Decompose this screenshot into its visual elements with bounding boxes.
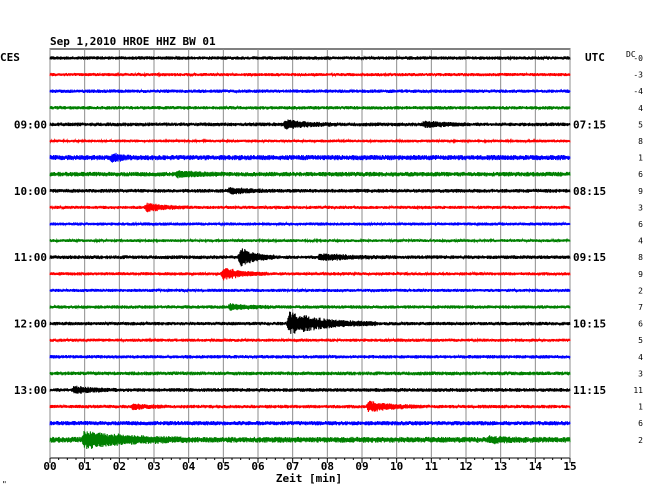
seismic-trace: [49, 237, 571, 244]
dc-offset-label: 5: [638, 120, 643, 129]
dc-offset-label: 5: [638, 336, 643, 345]
dc-offset-label: 8: [638, 253, 643, 262]
dc-offset-label: 9: [638, 187, 643, 196]
left-time-label: 09:00: [14, 118, 47, 131]
left-timezone-label: CES: [0, 51, 20, 64]
dc-offset-label: 6: [638, 170, 643, 179]
seismic-trace: [49, 248, 571, 267]
left-time-label: 12:00: [14, 318, 47, 331]
seismic-trace: [49, 353, 571, 360]
x-tick-label: 13: [494, 460, 507, 473]
right-timezone-label: UTC: [585, 51, 605, 64]
dc-offset-label: 6: [638, 320, 643, 329]
left-time-label: 10:00: [14, 185, 47, 198]
dc-offset-label: 1: [638, 403, 643, 412]
seismic-trace: [49, 119, 571, 130]
chart-title: Sep 1,2010 HROE HHZ BW 01: [50, 35, 216, 48]
x-tick-label: 15: [563, 460, 576, 473]
dc-offset-label: 4: [638, 237, 643, 246]
dc-offset-label: 3: [638, 369, 643, 378]
dc-offset-label: -0: [633, 54, 643, 63]
right-time-label: 10:15: [573, 318, 606, 331]
x-tick-label: 09: [355, 460, 368, 473]
x-tick-label: 10: [390, 460, 403, 473]
seismic-trace: [49, 104, 571, 111]
trace-group: [49, 55, 571, 450]
x-tick-label: 00: [43, 460, 56, 473]
seismic-trace: [49, 221, 571, 227]
dc-offset-label: 7: [638, 303, 643, 312]
seismic-trace: [49, 202, 571, 213]
dc-offset-label: -4: [633, 87, 643, 96]
dc-offset-label: -3: [633, 71, 643, 80]
dc-offset-label: 4: [638, 353, 643, 362]
seismic-trace: [49, 88, 571, 95]
x-tick-label: 04: [182, 460, 196, 473]
dc-offset-label: 4: [638, 104, 643, 113]
x-tick-label: 12: [459, 460, 472, 473]
dc-label: DC: [626, 50, 636, 59]
dc-offset-label: 3: [638, 203, 643, 212]
dc-offset-label: 9: [638, 270, 643, 279]
seismic-trace: [49, 400, 571, 413]
seismic-trace: [49, 71, 571, 78]
x-tick-label: 03: [147, 460, 160, 473]
seismic-trace: [49, 152, 571, 163]
x-tick-label: 05: [217, 460, 230, 473]
dc-offset-label: 1: [638, 154, 643, 163]
seismic-trace: [49, 385, 571, 394]
dc-offset-label: 6: [638, 220, 643, 229]
label-group: Sep 1,2010 HROE HHZ BW 01 CES UTC DC " Z…: [0, 35, 643, 489]
seismic-trace: [49, 370, 571, 376]
corner-mark: ": [2, 480, 7, 489]
right-time-label: 08:15: [573, 185, 606, 198]
dc-offset-label: 2: [638, 436, 643, 445]
seismic-trace: [49, 303, 571, 311]
x-tick-label: 06: [251, 460, 265, 473]
x-tick-label: 14: [529, 460, 543, 473]
seismic-trace: [49, 268, 571, 281]
seismic-trace: [49, 137, 571, 145]
seismic-trace: [49, 431, 571, 450]
seismic-trace: [49, 420, 571, 426]
seismic-trace: [49, 287, 571, 294]
seismic-trace: [49, 337, 571, 344]
x-tick-label: 02: [113, 460, 126, 473]
right-time-label: 09:15: [573, 251, 606, 264]
dc-offset-label: 6: [638, 419, 643, 428]
x-tick-label: 11: [425, 460, 439, 473]
right-time-label: 07:15: [573, 118, 606, 131]
seismic-trace: [49, 187, 571, 195]
left-time-label: 13:00: [14, 384, 47, 397]
seismic-trace: [49, 311, 571, 334]
x-axis-label: Zeit [min]: [276, 472, 342, 485]
seismic-trace: [49, 55, 571, 61]
right-time-label: 11:15: [573, 384, 606, 397]
seismic-trace: [49, 170, 571, 179]
plot-frame: [49, 48, 571, 459]
left-time-label: 11:00: [14, 251, 47, 264]
dc-offset-label: 11: [633, 386, 643, 395]
x-tick-label: 07: [286, 460, 299, 473]
dc-offset-label: 8: [638, 137, 643, 146]
dc-offset-label: 2: [638, 286, 643, 295]
x-tick-label: 08: [321, 460, 334, 473]
x-tick-label: 01: [78, 460, 92, 473]
